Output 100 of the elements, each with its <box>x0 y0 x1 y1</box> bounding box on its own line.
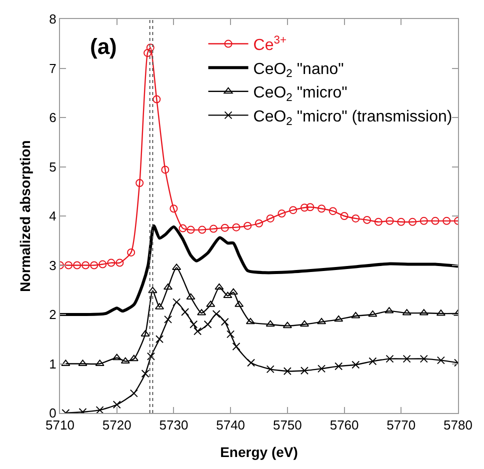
point <box>146 44 154 52</box>
point <box>374 218 382 226</box>
point <box>172 298 181 306</box>
point <box>386 354 394 363</box>
point <box>340 212 348 220</box>
y-tick-label: 7 <box>49 60 56 76</box>
y-axis-title: Normalized absorption <box>16 140 33 292</box>
point <box>420 354 428 363</box>
point <box>64 261 73 270</box>
point <box>289 206 298 214</box>
point <box>232 223 240 232</box>
point <box>266 365 274 374</box>
point <box>226 330 235 338</box>
point <box>300 204 308 212</box>
point <box>212 310 220 318</box>
point <box>156 335 164 344</box>
point <box>136 179 144 187</box>
point <box>255 219 263 228</box>
y-tick-label: 1 <box>49 356 56 372</box>
point <box>244 222 252 230</box>
point <box>116 258 124 267</box>
point <box>129 354 138 362</box>
x-tick-label: 5760 <box>330 418 359 433</box>
point <box>328 207 337 216</box>
point <box>386 216 394 225</box>
point <box>164 315 172 324</box>
annotation: (a) <box>90 34 117 59</box>
point <box>194 327 202 336</box>
point <box>436 356 445 364</box>
point <box>420 216 428 225</box>
point <box>204 320 212 328</box>
y-tick-label: 5 <box>49 159 56 174</box>
y-tick-label: 4 <box>49 208 56 224</box>
point <box>161 166 170 174</box>
point <box>300 366 308 375</box>
point <box>402 354 411 363</box>
point <box>181 308 190 316</box>
point <box>107 258 116 267</box>
legend-label: CeO$_{2}$ "micro" <box>253 84 348 104</box>
legend-label: CeO$_{2}$ "micro" (transmission) <box>253 108 452 128</box>
point <box>112 400 121 409</box>
y-tick-label: 3 <box>49 258 56 273</box>
point <box>363 216 372 224</box>
point <box>318 204 326 213</box>
point <box>163 283 173 290</box>
point <box>98 260 107 268</box>
point <box>220 224 229 232</box>
point <box>144 48 152 57</box>
x-axis-title: Energy (eV) <box>220 444 298 460</box>
point <box>112 354 122 360</box>
point <box>352 214 360 222</box>
point <box>82 261 90 270</box>
point <box>278 210 286 218</box>
point <box>152 95 161 104</box>
point <box>186 293 196 300</box>
point <box>246 318 256 324</box>
point <box>130 389 138 398</box>
point <box>186 226 195 234</box>
point <box>408 218 417 226</box>
point <box>190 320 198 328</box>
point <box>397 218 406 226</box>
point <box>352 360 360 369</box>
point <box>317 318 326 324</box>
point <box>127 248 136 256</box>
point <box>351 312 360 318</box>
point <box>318 364 326 373</box>
point <box>146 352 155 360</box>
point <box>442 216 451 225</box>
line-series <box>60 224 458 316</box>
point <box>228 288 238 295</box>
point <box>141 370 150 378</box>
point <box>306 203 314 212</box>
point <box>431 216 440 225</box>
point <box>334 362 343 370</box>
x-tick-label: 5740 <box>216 418 246 433</box>
point <box>73 261 82 270</box>
y-tick-label: 2 <box>49 307 56 322</box>
point <box>282 322 292 328</box>
point <box>300 320 310 327</box>
point <box>368 357 377 366</box>
point <box>148 286 158 294</box>
point <box>232 342 240 351</box>
point <box>247 358 256 367</box>
x-tick-label: 5730 <box>159 418 188 433</box>
y-tick-label: 6 <box>49 110 56 126</box>
point <box>90 261 98 270</box>
x-tick-label: 5770 <box>386 418 416 433</box>
point <box>223 292 232 298</box>
x-tick-label: 5750 <box>272 418 302 433</box>
x-tick-label: 5720 <box>102 418 132 433</box>
x-tick-label: 5780 <box>444 418 472 433</box>
point <box>120 357 130 364</box>
legend-label: Ce$^{3+}$ <box>253 34 286 54</box>
point <box>170 204 178 213</box>
point <box>266 214 274 222</box>
point <box>178 224 187 232</box>
point <box>334 315 344 322</box>
y-tick-label: 8 <box>49 12 56 27</box>
point <box>96 406 104 413</box>
legend-label: CeO$_{2}$ "nano" <box>253 60 344 80</box>
